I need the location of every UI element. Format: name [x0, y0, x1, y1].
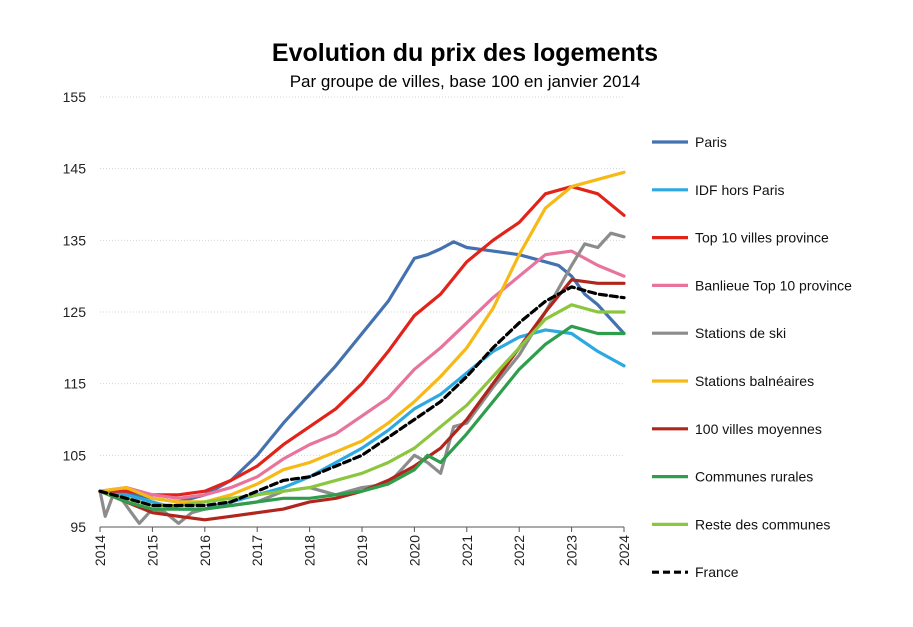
legend-item-reste-des-communes: Reste des communes — [652, 516, 830, 532]
chart-title: Evolution du prix des logements — [272, 39, 658, 67]
legend-item-communes-rurales: Communes rurales — [652, 469, 813, 485]
y-tick-label: 155 — [63, 89, 87, 105]
series-line-france — [98, 285, 626, 508]
legend-item-paris: Paris — [652, 134, 727, 150]
legend-item-100-villes-moyennes: 100 villes moyennes — [652, 421, 822, 437]
y-axis: 95 105 115 125 135 145 155 — [63, 89, 87, 535]
series-line-top-10-villes-province — [98, 185, 626, 497]
legend-label: 100 villes moyennes — [695, 421, 822, 437]
legend-label: Communes rurales — [695, 469, 813, 485]
x-tick-label: 2019 — [354, 535, 370, 566]
legend-label: Stations balnéaires — [695, 373, 814, 389]
y-tick-label: 115 — [64, 376, 87, 392]
legend-item-stations-balneaires: Stations balnéaires — [652, 373, 814, 389]
legend-label: Banlieue Top 10 province — [695, 277, 852, 293]
x-tick-label: 2017 — [249, 535, 265, 566]
x-tick-label: 2024 — [616, 535, 632, 566]
legend-label: Reste des communes — [695, 516, 830, 532]
legend-label: Stations de ski — [695, 325, 786, 341]
legend-item-stations-de-ski: Stations de ski — [652, 325, 786, 341]
series-lines — [98, 170, 626, 526]
series-line-100-villes-moyennes — [98, 278, 626, 522]
legend-label: Paris — [695, 134, 727, 150]
legend-label: France — [695, 564, 739, 580]
series-line-idf-hors-paris — [98, 328, 626, 511]
legend: Paris IDF hors Paris Top 10 villes provinc… — [652, 134, 852, 580]
legend-label: IDF hors Paris — [695, 182, 784, 198]
y-tick-label: 105 — [63, 447, 87, 463]
x-tick-label: 2021 — [459, 535, 475, 566]
series-line-paris — [98, 240, 626, 504]
y-tick-label: 145 — [63, 161, 87, 177]
x-axis: 2014 2015 2016 2017 2018 2019 2020 2021 2022 2023… — [92, 526, 632, 566]
series-line-stations-de-ski — [98, 231, 626, 526]
series-line-communes-rurales — [98, 324, 626, 511]
x-tick-label: 2016 — [197, 535, 213, 566]
x-tick-label: 2022 — [511, 535, 527, 566]
legend-item-banlieue-top-10-province: Banlieue Top 10 province — [652, 277, 852, 293]
y-tick-label: 125 — [63, 304, 87, 320]
x-tick-label: 2014 — [92, 535, 108, 566]
series-line-banlieue-top-10-province — [98, 249, 626, 500]
legend-item-france: France — [652, 564, 739, 580]
x-tick-label: 2018 — [302, 535, 318, 566]
x-tick-label: 2020 — [406, 535, 422, 566]
x-tick-label: 2015 — [144, 535, 160, 566]
series-line-stations-balneaires — [98, 170, 626, 504]
legend-item-top-10-villes-province: Top 10 villes province — [652, 230, 829, 246]
chart-subtitle: Par groupe de villes, base 100 en janvie… — [290, 72, 641, 91]
y-tick-label: 135 — [63, 232, 87, 248]
x-tick-label: 2023 — [564, 535, 580, 566]
legend-item-idf-hors-paris: IDF hors Paris — [652, 182, 784, 198]
y-tick-label: 95 — [70, 519, 86, 535]
legend-label: Top 10 villes province — [695, 230, 829, 246]
grid — [100, 96, 624, 456]
